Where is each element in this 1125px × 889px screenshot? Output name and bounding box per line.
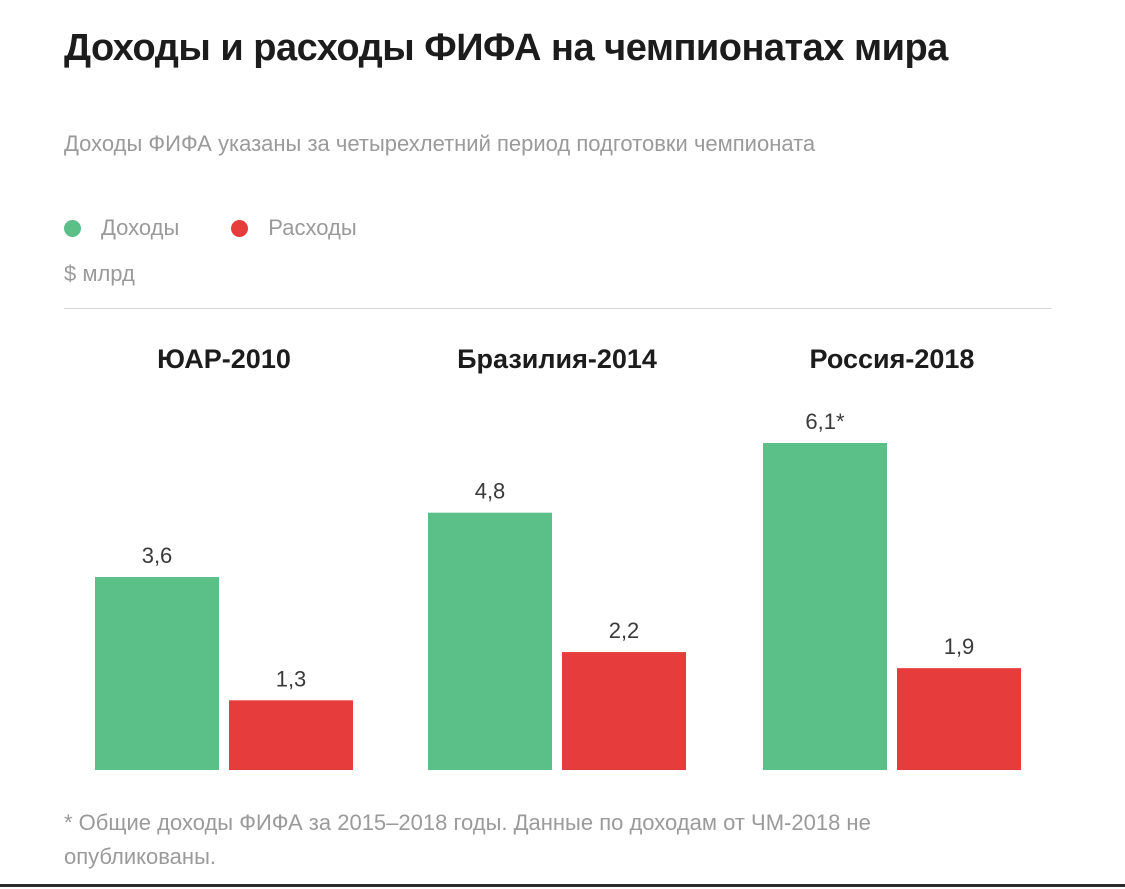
chart-subtitle: Доходы ФИФА указаны за четырехлетний пер… — [64, 131, 816, 156]
bar-value-label: 4,8 — [475, 479, 506, 504]
bar-value-label: 1,3 — [276, 666, 307, 691]
chart-title: Доходы и расходы ФИФА на чемпионатах мир… — [64, 27, 948, 69]
category-label: Бразилия-2014 — [457, 344, 657, 374]
bar-value-label: 1,9 — [944, 634, 975, 659]
legend-income-dot-icon — [64, 219, 81, 237]
bottom-rule — [0, 884, 1125, 887]
income-bar — [428, 512, 552, 770]
bar-chart: ЮАР-2010 3,6 1,3 Бразилия-2014 4,8 2,2 Россия-… — [95, 344, 1021, 770]
income-bar — [95, 577, 219, 770]
category-label: Россия-2018 — [810, 344, 975, 374]
bar-value-label: 3,6 — [142, 543, 173, 568]
income-bar — [763, 443, 887, 770]
legend-expenses-label: Расходы — [268, 215, 357, 240]
legend-item-expenses: Расходы — [231, 215, 357, 241]
legend-item-income: Доходы — [64, 215, 179, 241]
legend-expenses-dot-icon — [231, 219, 249, 237]
expenses-bar — [562, 652, 686, 770]
unit-label: $ млрд — [64, 261, 135, 286]
expenses-bar — [897, 668, 1021, 770]
bar-value-label: 6,1* — [805, 409, 845, 434]
expenses-bar — [229, 700, 353, 770]
legend-income-label: Доходы — [101, 215, 180, 240]
divider — [64, 308, 1052, 309]
footnote: * Общие доходы ФИФА за 2015–2018 годы. Д… — [64, 810, 871, 869]
chart-legend: Доходы Расходы — [64, 212, 409, 244]
category-label: ЮАР-2010 — [157, 344, 291, 374]
bar-value-label: 2,2 — [609, 618, 640, 643]
